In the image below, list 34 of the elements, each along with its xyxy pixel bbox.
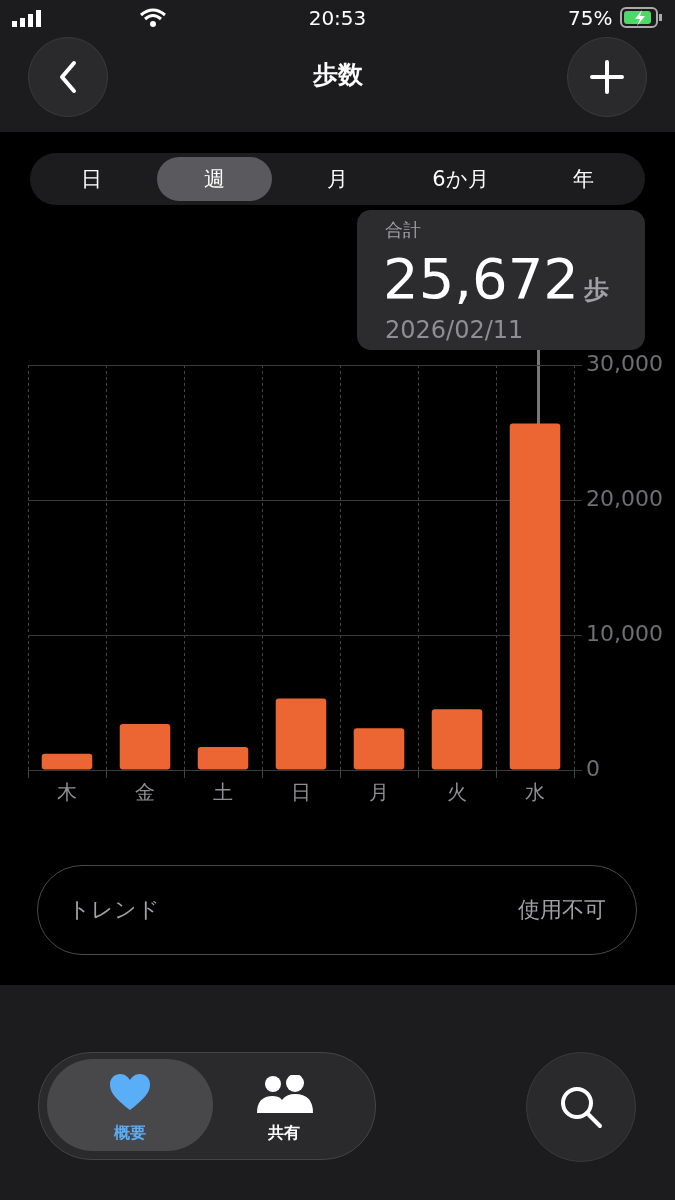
x-tick-label: 日 [291, 780, 312, 805]
text: 年 [572, 166, 595, 193]
text: 合計 [385, 218, 421, 242]
text: 月 [326, 166, 349, 193]
bar [509, 423, 561, 770]
bar [197, 747, 249, 770]
x-tick-label: 月 [369, 780, 390, 805]
y-tick-label: 20,000 [586, 485, 664, 511]
bar [119, 724, 171, 770]
y-tick-label: 0 [586, 755, 601, 781]
bar [353, 728, 405, 770]
text: 歩 [584, 275, 610, 304]
x-tick-label: 火 [447, 780, 468, 805]
bar [431, 709, 483, 770]
data-label: 25,672 [383, 246, 579, 311]
text: 概要 [113, 1123, 147, 1144]
x-tick-label: 水 [525, 780, 546, 805]
text: 6か月 [431, 166, 490, 193]
text: 20:53 [308, 6, 367, 30]
x-tick-label: 金 [135, 780, 155, 805]
chart-title: 歩数 [311, 59, 364, 91]
bar [275, 698, 327, 770]
text: 日 [80, 166, 103, 193]
text: 75% [568, 6, 613, 30]
x-tick-label: 木 [57, 780, 77, 805]
text: 共有 [267, 1123, 301, 1144]
text: トレンド [68, 896, 160, 924]
y-tick-label: 30,000 [586, 350, 664, 376]
text: 使用不可 [518, 896, 606, 924]
y-tick-label: 10,000 [586, 620, 664, 646]
text: 2026/02/11 [385, 316, 524, 344]
x-tick-label: 土 [213, 780, 234, 805]
bar [41, 753, 93, 770]
text: 週 [157, 157, 272, 201]
